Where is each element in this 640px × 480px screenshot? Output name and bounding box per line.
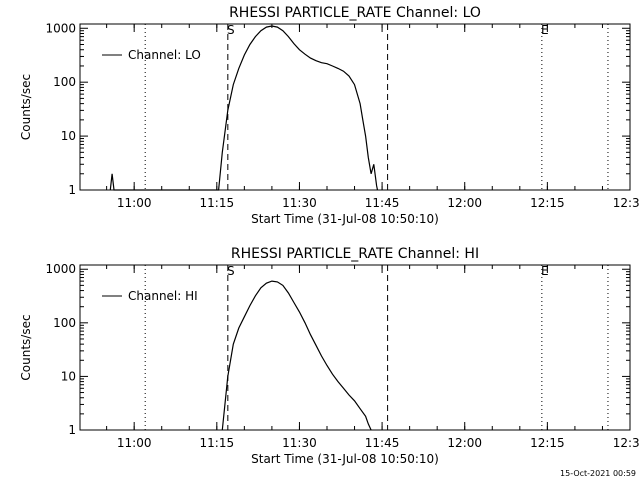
legend-label: Channel: LO [128, 48, 201, 62]
y-tick-label: 10 [61, 129, 76, 143]
y-tick-label: 1 [68, 423, 76, 437]
x-tick-label: 11:15 [200, 436, 235, 450]
y-tick-label: 1000 [45, 262, 76, 276]
marker-label: E [541, 264, 549, 278]
marker-label: S [227, 264, 235, 278]
series-line [109, 25, 379, 191]
x-tick-label: 11:30 [282, 436, 317, 450]
x-axis-label: Start Time (31-Jul-08 10:50:10) [251, 452, 439, 466]
x-tick-label: 12:00 [447, 436, 482, 450]
footer-timestamp: 15-Oct-2021 00:59 [560, 469, 636, 478]
x-tick-label: 12:00 [447, 196, 482, 210]
y-axis-label: Counts/sec [19, 314, 33, 380]
x-tick-label: 12:30 [613, 436, 640, 450]
x-tick-label: 12:15 [530, 436, 565, 450]
y-tick-label: 1000 [45, 21, 76, 35]
y-tick-label: 10 [61, 369, 76, 383]
y-tick-label: 1 [68, 183, 76, 197]
y-axis-label: Counts/sec [19, 74, 33, 140]
legend-label: Channel: HI [128, 289, 198, 303]
marker-label: E [541, 23, 549, 37]
y-tick-label: 100 [53, 316, 76, 330]
x-tick-label: 11:45 [365, 436, 400, 450]
chart-title: RHESSI PARTICLE_RATE Channel: LO [229, 5, 481, 21]
x-tick-label: 11:00 [117, 436, 152, 450]
x-axis-label: Start Time (31-Jul-08 10:50:10) [251, 212, 439, 226]
chart-title: RHESSI PARTICLE_RATE Channel: HI [231, 246, 479, 262]
marker-label: S [227, 23, 235, 37]
x-tick-label: 12:30 [613, 196, 640, 210]
x-tick-label: 11:45 [365, 196, 400, 210]
series-line [221, 280, 372, 431]
x-tick-label: 11:15 [200, 196, 235, 210]
x-tick-label: 11:00 [117, 196, 152, 210]
x-tick-label: 12:15 [530, 196, 565, 210]
x-tick-label: 11:30 [282, 196, 317, 210]
y-tick-label: 100 [53, 75, 76, 89]
